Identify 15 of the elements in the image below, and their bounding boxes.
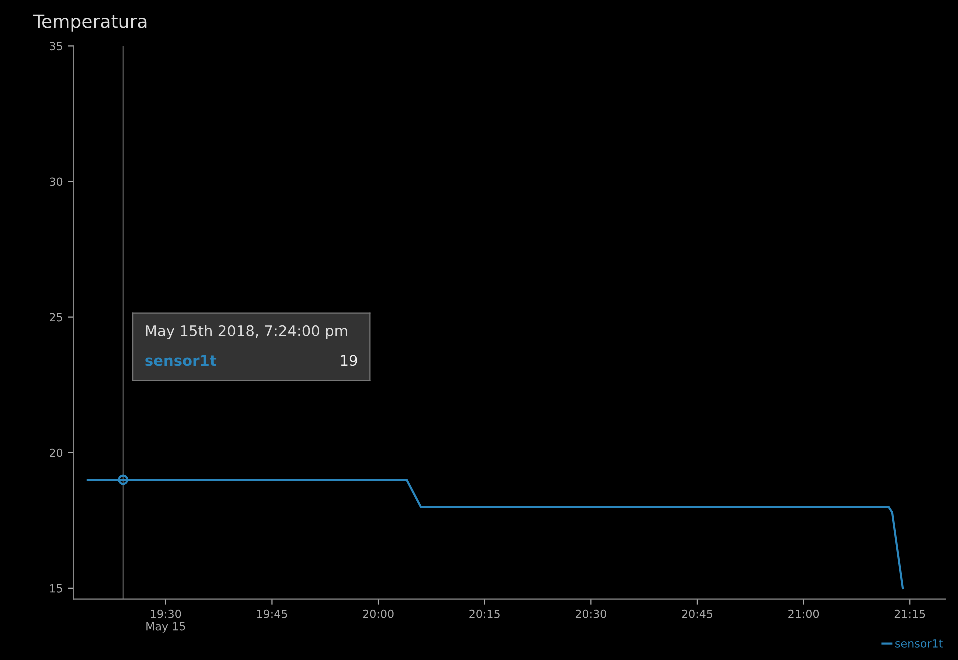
y-tick-label: 15 xyxy=(50,584,62,593)
y-tick-label: 20 xyxy=(50,448,63,458)
y-tick-label: 35 xyxy=(50,42,62,51)
x-tick-label: 20:00 xyxy=(363,610,394,618)
x-tick-label: 20:30 xyxy=(576,610,606,618)
y-tick-label: 30 xyxy=(50,178,63,186)
x-tick-label: 20:45 xyxy=(682,610,713,618)
x-tick-label: 19:30 May 15 xyxy=(146,610,186,633)
x-tick-label: 20:15 xyxy=(470,610,500,618)
legend-label: sensor1t xyxy=(896,640,943,648)
x-tick-label: 21:00 xyxy=(788,610,820,618)
x-tick-label: 19:45 xyxy=(257,610,288,618)
y-tick-label: 25 xyxy=(50,313,62,322)
chart-title: Temperatura xyxy=(33,14,147,32)
x-tick-label: 21:15 xyxy=(894,610,926,618)
